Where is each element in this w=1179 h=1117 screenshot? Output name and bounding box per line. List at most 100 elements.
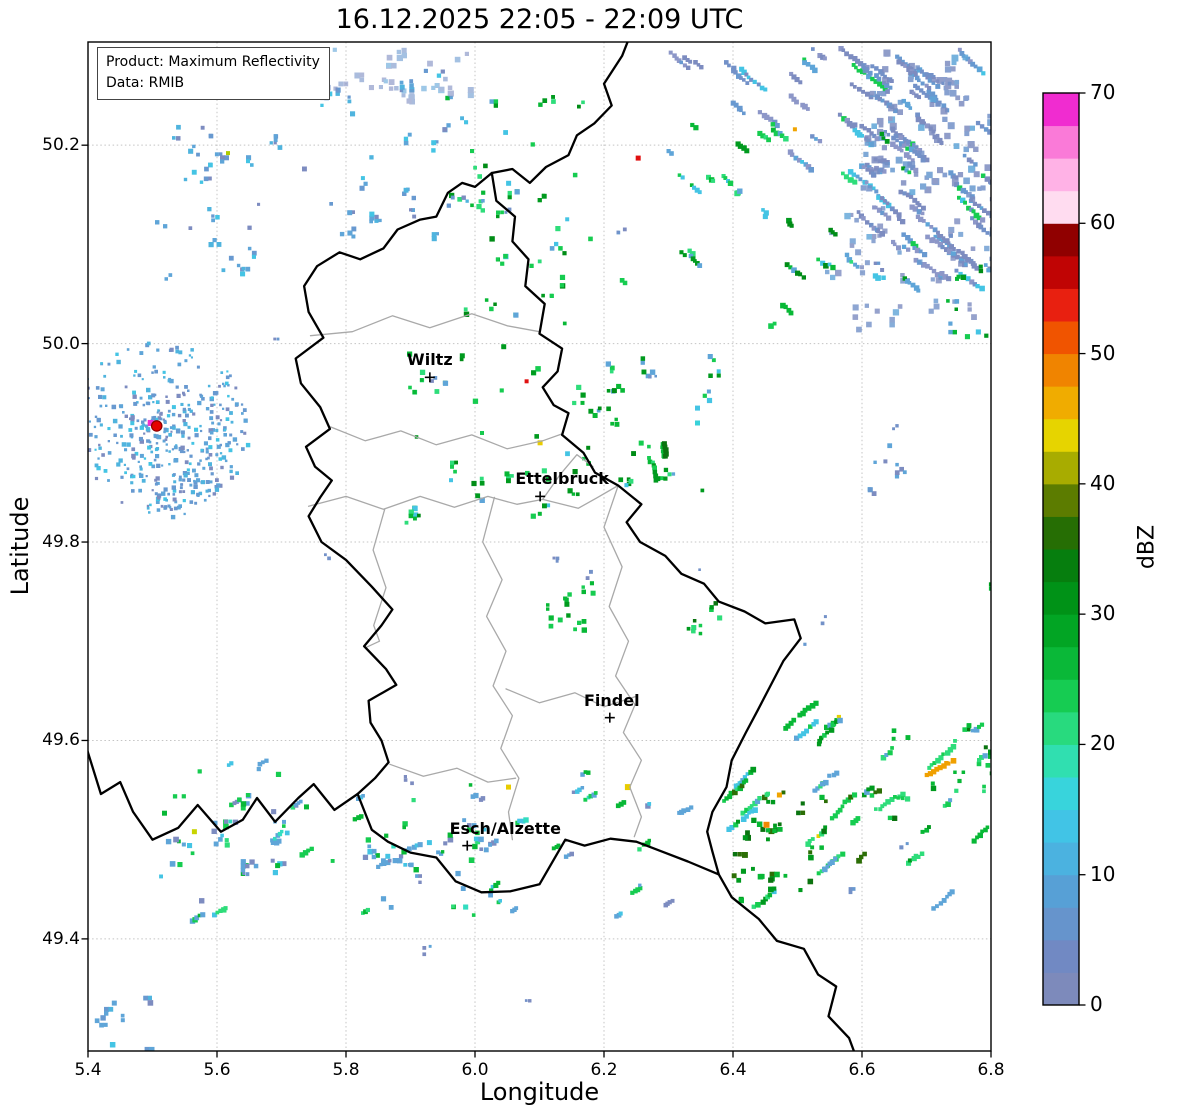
- echo-cell: [920, 69, 924, 74]
- echo-cell: [558, 246, 563, 251]
- echo-cell: [410, 781, 414, 786]
- echo-cell: [819, 781, 825, 787]
- country-border-france-germany: [717, 873, 856, 1051]
- echo-cell: [682, 253, 687, 258]
- echo-cell: [365, 907, 370, 913]
- echo-cell: [951, 247, 956, 251]
- echo-cell: [905, 192, 911, 198]
- echo-cell: [653, 478, 659, 483]
- echo-cell: [985, 231, 990, 235]
- echo-cell: [685, 58, 690, 62]
- echo-cell: [309, 846, 314, 851]
- echo-cell: [844, 51, 849, 57]
- echo-cell: [895, 462, 899, 467]
- echo-cell: [740, 816, 747, 822]
- echo-cell: [937, 765, 943, 771]
- echo-cell: [467, 92, 474, 99]
- echo-cell: [190, 348, 194, 352]
- echo-cell: [202, 466, 206, 470]
- echo-cell: [493, 882, 499, 888]
- echo-cell: [154, 369, 158, 374]
- echo-cell: [925, 222, 930, 227]
- echo-cell: [155, 220, 160, 225]
- echo-cell: [789, 152, 795, 157]
- echo-cell: [493, 302, 497, 306]
- echo-cell: [875, 93, 880, 99]
- echo-cell: [798, 272, 803, 277]
- x-tick-label: 5.6: [203, 1060, 231, 1080]
- echo-cell: [793, 155, 799, 161]
- echo-cell: [827, 262, 832, 267]
- echo-cell: [467, 823, 472, 828]
- echo-cell: [396, 49, 401, 55]
- echo-cell: [927, 771, 933, 777]
- echo-cell: [716, 369, 721, 374]
- echo-cell: [933, 234, 938, 239]
- echo-cell: [1038, 67, 1044, 73]
- echo-cell: [804, 728, 809, 734]
- echo-cell: [1049, 83, 1053, 87]
- echo-cell: [638, 440, 644, 446]
- echo-cell: [139, 453, 144, 458]
- echo-cell: [942, 803, 947, 808]
- echo-cell: [812, 67, 818, 74]
- echo-cell: [942, 77, 948, 82]
- echo-cell: [897, 250, 902, 255]
- echo-cell: [555, 226, 561, 232]
- echo-cell: [998, 184, 1003, 189]
- echo-cell: [1003, 182, 1007, 186]
- echo-cell: [936, 230, 940, 235]
- echo-cell: [930, 277, 935, 282]
- echo-cell: [94, 415, 98, 418]
- echo-cell: [535, 366, 541, 372]
- echo-cell: [335, 87, 341, 93]
- echo-cell: [120, 434, 123, 438]
- echo-cell: [763, 135, 768, 140]
- echo-cell: [805, 62, 811, 67]
- echo-cell: [164, 277, 168, 281]
- echo-cell: [586, 770, 591, 775]
- echo-cell: [835, 810, 840, 815]
- echo-cell: [186, 449, 189, 452]
- echo-cell: [1006, 550, 1011, 555]
- country-border-luxembourg: [294, 171, 802, 894]
- echo-cell: [146, 401, 151, 406]
- echo-cell: [964, 190, 968, 195]
- echo-cell: [944, 60, 951, 67]
- echo-cell: [537, 511, 542, 516]
- echo-cell: [766, 799, 771, 804]
- echo-cell: [768, 877, 774, 883]
- echo-cell: [752, 79, 757, 84]
- echo-cell: [172, 489, 177, 493]
- echo-cell: [185, 413, 189, 418]
- echo-cell: [857, 86, 862, 92]
- district-border: [309, 313, 541, 337]
- echo-cell: [992, 259, 996, 263]
- echo-cell: [194, 915, 200, 921]
- echo-cell: [791, 717, 797, 723]
- echo-cell: [113, 433, 117, 437]
- echo-cell: [586, 445, 591, 450]
- echo-cell: [234, 799, 239, 804]
- echo-cell: [463, 904, 469, 910]
- echo-cell: [223, 428, 227, 431]
- echo-cell: [901, 143, 907, 148]
- echo-cell: [1047, 88, 1051, 92]
- echo-cell: [414, 843, 419, 848]
- echo-cell: [989, 212, 991, 219]
- echo-cell: [786, 217, 792, 224]
- echo-cell: [859, 265, 864, 270]
- echo-cell: [962, 54, 969, 61]
- echo-cell: [510, 909, 515, 914]
- echo-cell: [175, 429, 181, 434]
- echo-cell: [491, 840, 497, 846]
- echo-cell: [856, 68, 861, 73]
- echo-cell: [614, 417, 618, 422]
- echo-cell: [245, 872, 250, 877]
- echo-cell: [146, 387, 151, 393]
- echo-cell: [183, 512, 186, 516]
- echo-cell: [155, 447, 160, 451]
- echo-cell: [388, 79, 395, 85]
- echo-cell: [885, 89, 890, 94]
- echo-cell: [1015, 326, 1021, 332]
